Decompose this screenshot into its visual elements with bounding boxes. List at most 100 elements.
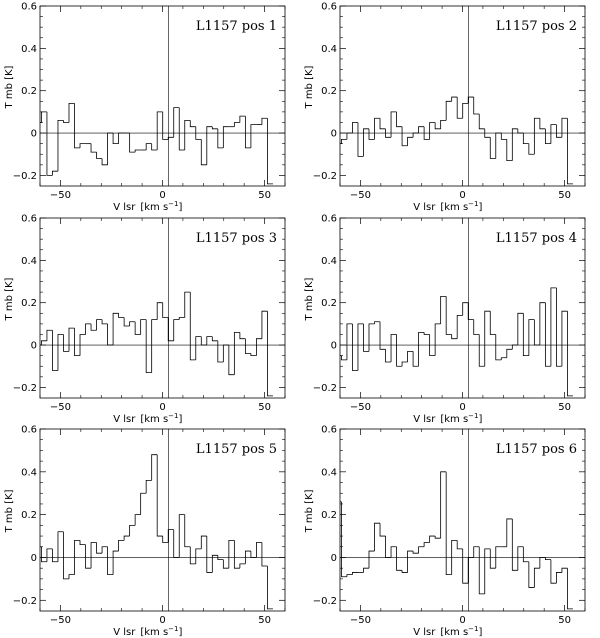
- spectrum-channel: [434, 122, 441, 130]
- spectrum-channel: [506, 518, 513, 547]
- spectrum-channel: [522, 546, 529, 563]
- spectrum-channel: [178, 317, 185, 320]
- y-tick-label: 0.6: [321, 214, 337, 225]
- x-axis-label-unit: [km s: [140, 627, 168, 638]
- spectrum-channel: [267, 118, 273, 185]
- spectrum-channel: [140, 492, 147, 515]
- y-tick-label: 0.2: [21, 510, 37, 521]
- x-axis-label-quantity: V lsr: [113, 627, 136, 638]
- spectrum-channel: [412, 132, 419, 138]
- spectrum-channel: [195, 336, 202, 360]
- x-axis-label-exponent: −1: [468, 625, 478, 633]
- spectrum-channel: [162, 302, 169, 318]
- spectrum-channel: [189, 120, 196, 128]
- spectrum-channel: [211, 554, 218, 573]
- spectrum-channel: [567, 568, 573, 610]
- y-tick-label: 0.4: [21, 467, 37, 478]
- spectrum-channel: [228, 539, 235, 569]
- x-axis-label-exponent: −1: [468, 412, 478, 420]
- spectrum-channel: [423, 126, 430, 140]
- spectrum-channel: [222, 344, 229, 362]
- spectrum-channel: [567, 311, 573, 397]
- spectrum-channel: [396, 111, 403, 128]
- spectrum-channel: [556, 124, 562, 138]
- spectrum-channel: [239, 115, 246, 123]
- spectrum-series: [340, 471, 573, 610]
- x-axis-label-exponent: −1: [168, 625, 178, 633]
- x-tick-label: 0: [159, 402, 165, 413]
- spectrum-panel-1: −50 0 50 −0.2 0 0.2 0.4 0.6 L1157 pos 1 T mb [K] V…: [4, 2, 286, 213]
- spectrum-channel: [544, 128, 551, 145]
- spectrum-channel: [561, 567, 568, 573]
- y-tick-label: 0.6: [321, 425, 337, 436]
- spectrum-channel: [396, 334, 403, 367]
- x-tick-label: −50: [50, 190, 71, 201]
- spectrum-channel: [357, 122, 364, 157]
- spectrum-channel: [217, 128, 224, 149]
- x-axis-label: V lsr [km s−1]: [113, 200, 182, 213]
- spectrum-channel: [200, 535, 207, 549]
- spectrum-channel: [162, 111, 169, 140]
- y-axis-label: T mb [K]: [4, 489, 15, 533]
- y-tick-label: 0.6: [321, 2, 337, 13]
- spectrum-channel: [456, 540, 463, 550]
- spectrum-channel: [423, 332, 430, 335]
- x-axis-label-exponent: −1: [168, 200, 178, 208]
- spectrum-channel: [217, 340, 224, 363]
- panel-title: L1157 pos 4: [496, 231, 577, 246]
- spectrum-channel: [401, 126, 408, 147]
- spectrum-channel: [374, 321, 381, 324]
- spectrum-channel: [112, 550, 119, 575]
- spectrum-channel: [412, 551, 419, 554]
- x-axis-label-quantity: V lsr: [413, 202, 436, 213]
- spectrum-channel: [156, 302, 163, 320]
- y-tick-label: 0: [31, 341, 37, 352]
- spectrum-channel: [550, 287, 557, 367]
- spectrum-channel: [511, 518, 518, 571]
- x-axis-label-close: ]: [178, 627, 182, 638]
- spectrum-channel: [368, 550, 375, 569]
- spectrum-panel-2: −50 0 50 −0.2 0 0.2 0.4 0.6 L1157 pos 2 T mb [K] V…: [304, 2, 586, 213]
- spectrum-channel: [462, 548, 469, 584]
- spectrum-channel: [379, 118, 386, 130]
- spectrum-channel: [368, 128, 375, 140]
- spectrum-channel: [233, 122, 240, 127]
- x-axis-label-quantity: V lsr: [113, 414, 136, 425]
- spectrum-channel: [363, 567, 369, 573]
- spectrum-channel: [156, 111, 163, 150]
- spectrum-channel: [244, 338, 251, 354]
- spectrum-series: [340, 287, 573, 397]
- spectrum-channel: [445, 296, 452, 335]
- spectrum-channel: [451, 96, 458, 102]
- y-tick-label: 0.6: [21, 2, 37, 13]
- spectrum-channel: [528, 561, 535, 588]
- spectrum-series: [40, 291, 273, 397]
- spectrum-channel: [101, 319, 108, 325]
- spectrum-channel: [489, 137, 496, 159]
- spectrum-channel: [63, 334, 69, 352]
- panel-title: L1157 pos 1: [196, 19, 277, 34]
- spectrum-channel: [346, 132, 353, 140]
- panel-title: L1157 pos 2: [496, 19, 577, 34]
- spectrum-channel: [52, 548, 58, 563]
- spectrum-channel: [506, 139, 513, 161]
- spectrum-panel-5: −50 0 50 −0.2 0 0.2 0.4 0.6 L1157 pos 5 T mb [K] V…: [4, 425, 286, 638]
- spectrum-channel: [222, 126, 229, 148]
- spectrum-channel: [495, 334, 502, 361]
- spectrum-channel: [74, 328, 81, 357]
- spectrum-channel: [184, 119, 191, 150]
- x-axis-label-exponent: −1: [168, 412, 178, 420]
- spectrum-channel: [129, 321, 136, 326]
- x-tick-label: 50: [558, 190, 571, 201]
- spectrum-channel: [184, 514, 191, 548]
- spectrum-channel: [341, 139, 347, 144]
- x-axis-label-unit: [km s: [140, 414, 168, 425]
- spectrum-channel: [522, 313, 529, 357]
- spectrum-channel: [440, 471, 447, 539]
- spectrum-channel: [184, 291, 191, 318]
- spectrum-channel: [129, 133, 136, 153]
- spectrum-channel: [434, 536, 441, 539]
- spectrum-channel: [445, 100, 452, 121]
- spectrum-channel: [46, 329, 53, 341]
- spectrum-channel: [90, 143, 97, 153]
